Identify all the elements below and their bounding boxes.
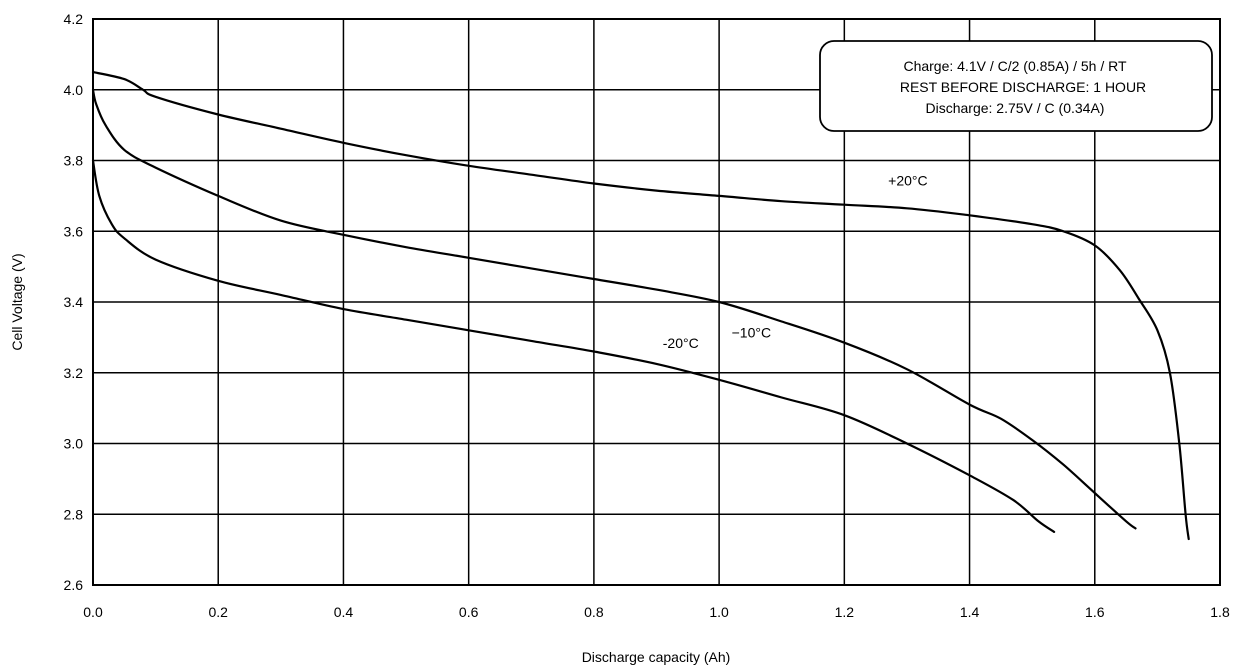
series-label: −10°C [732, 324, 771, 340]
x-tick-label: 0.4 [334, 604, 354, 620]
plot-frame [92, 18, 1221, 586]
y-tick-label: 4.2 [64, 11, 84, 27]
y-tick-label: 2.8 [64, 506, 84, 522]
y-tick-label: 3.2 [64, 365, 84, 381]
x-tick-label: 1.8 [1210, 604, 1230, 620]
x-tick-label: 1.2 [835, 604, 855, 620]
series-labels: +20°C −10°C -20°C [663, 172, 928, 351]
x-tick-label: 0.6 [459, 604, 479, 620]
x-tick-label: 0.8 [584, 604, 604, 620]
y-tick-label: 3.4 [64, 294, 84, 310]
note-line-rest: REST BEFORE DISCHARGE: 1 HOUR [900, 79, 1146, 95]
x-tick-label: 0.2 [208, 604, 228, 620]
series-line-minus-20c [91, 159, 1056, 533]
x-tick-label: 1.4 [960, 604, 980, 620]
x-tick-label: 0.0 [83, 604, 103, 620]
y-tick-label: 3.6 [64, 223, 84, 239]
note-box [819, 40, 1213, 132]
series-line-minus-10c [91, 88, 1137, 530]
test-conditions-note: Charge: 4.1V / C/2 (0.85A) / 5h / RT RES… [819, 40, 1213, 132]
series-lines [91, 71, 1190, 541]
series-label: -20°C [663, 335, 699, 351]
y-tick-label: 3.8 [64, 153, 84, 169]
y-tick-label: 2.6 [64, 577, 84, 593]
y-tick-label: 3.0 [64, 436, 84, 452]
tick-labels: 0.0 0.2 0.4 0.6 0.8 1.0 1.2 1.4 1.6 1.8 2.6 2.8 3.0 3… [64, 11, 1230, 620]
series-line-plus-20c [91, 71, 1190, 541]
x-axis-title: Discharge capacity (Ah) [582, 649, 731, 665]
note-line-discharge: Discharge: 2.75V / C (0.34A) [926, 100, 1105, 116]
y-tick-label: 4.0 [64, 82, 84, 98]
x-tick-label: 1.6 [1085, 604, 1105, 620]
x-tick-label: 1.0 [709, 604, 729, 620]
note-line-charge: Charge: 4.1V / C/2 (0.85A) / 5h / RT [903, 58, 1127, 74]
y-axis-title: Cell Voltage (V) [9, 253, 25, 350]
series-label: +20°C [888, 172, 927, 188]
